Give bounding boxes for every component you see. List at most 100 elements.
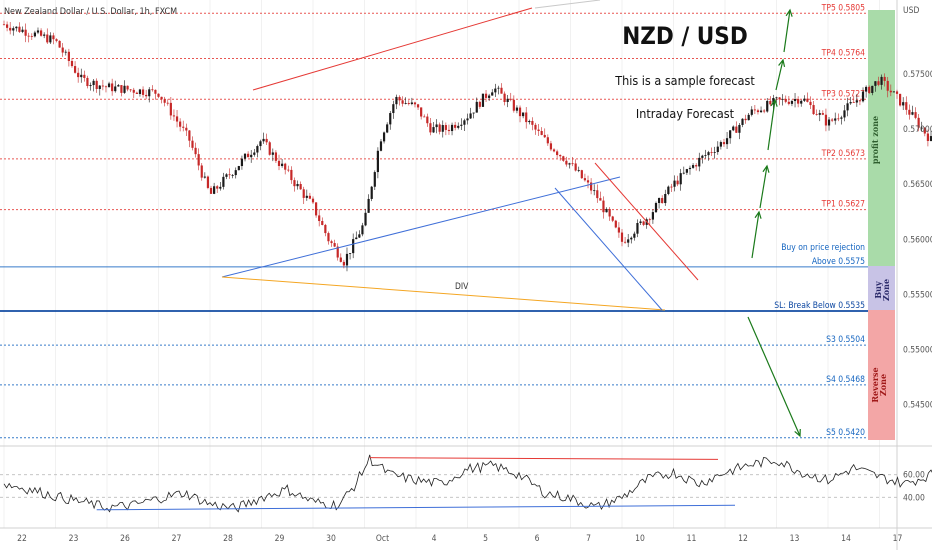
candle-body bbox=[352, 239, 355, 254]
candle-body bbox=[488, 95, 491, 98]
candle-body bbox=[64, 51, 67, 53]
candle-body bbox=[602, 200, 605, 213]
candle-body bbox=[871, 85, 874, 93]
candle-body bbox=[203, 176, 206, 178]
candle-body bbox=[797, 98, 800, 104]
candle-body bbox=[908, 109, 911, 115]
time-tick-label: 7 bbox=[586, 534, 591, 544]
candle-body bbox=[413, 102, 417, 105]
candle-body bbox=[824, 114, 828, 126]
candle-body bbox=[24, 29, 27, 36]
candle-body bbox=[747, 114, 750, 121]
candle-body bbox=[667, 186, 670, 195]
candle-body bbox=[277, 160, 281, 166]
candle-body bbox=[670, 186, 673, 188]
candle-body bbox=[664, 194, 667, 204]
candle-body bbox=[268, 142, 271, 155]
candle-body bbox=[157, 93, 160, 97]
candle-body bbox=[769, 100, 772, 105]
candle-body bbox=[469, 113, 472, 119]
candle-body bbox=[608, 208, 611, 217]
candle-body bbox=[154, 89, 157, 94]
candle-body bbox=[929, 136, 932, 141]
candle-body bbox=[5, 24, 9, 28]
candle-body bbox=[889, 90, 892, 93]
candle-body bbox=[772, 97, 775, 105]
candle-body bbox=[206, 176, 210, 188]
candle-body bbox=[262, 138, 265, 142]
level-label: TP3 0.5727 bbox=[821, 89, 865, 99]
candle-body bbox=[447, 129, 451, 132]
candle-body bbox=[679, 173, 682, 185]
rsi-panel: 60.00 40.00 bbox=[0, 454, 932, 513]
candle-body bbox=[691, 165, 695, 168]
candle-body bbox=[753, 109, 756, 111]
candle-body bbox=[373, 172, 376, 187]
candle-body bbox=[806, 98, 809, 102]
candle-body bbox=[673, 180, 676, 187]
level-label: Buy on price rejection bbox=[781, 243, 865, 253]
candle-body bbox=[61, 47, 64, 53]
candle-body bbox=[336, 246, 339, 258]
level-label: S4 0.5468 bbox=[826, 375, 865, 385]
candle-body bbox=[892, 91, 896, 93]
time-tick-label: 29 bbox=[275, 534, 285, 544]
candle-body bbox=[43, 34, 46, 36]
candle-body bbox=[370, 186, 373, 199]
time-tick-label: 6 bbox=[535, 534, 540, 544]
time-tick-label: 12 bbox=[738, 534, 748, 544]
candle-body bbox=[484, 93, 488, 98]
time-tick-label: 5 bbox=[483, 534, 488, 544]
candle-body bbox=[367, 198, 370, 213]
candle-body bbox=[512, 99, 515, 111]
candle-body bbox=[503, 93, 506, 103]
candle-body bbox=[738, 124, 741, 133]
candle-body bbox=[704, 155, 707, 156]
forecast-arrow-head bbox=[754, 210, 762, 219]
candle-body bbox=[750, 109, 753, 115]
candle-body bbox=[179, 121, 182, 127]
candle-body bbox=[324, 224, 327, 234]
resistance-trendline bbox=[252, 7, 533, 91]
candle-body bbox=[219, 186, 222, 189]
candle-body bbox=[620, 232, 624, 242]
candle-body bbox=[401, 100, 404, 104]
candle-body bbox=[784, 98, 787, 102]
price-tick-label: 0.55500 bbox=[903, 290, 932, 300]
candle-body bbox=[27, 35, 30, 37]
candle-body bbox=[330, 241, 333, 244]
candle-body bbox=[661, 198, 664, 204]
axes: USD 0.57500 0.57000 0.56500 0.56000 0.55500 0.… bbox=[17, 6, 932, 544]
candle-body bbox=[515, 107, 519, 111]
candle-body bbox=[546, 137, 549, 144]
candle-body bbox=[21, 29, 24, 32]
candle-body bbox=[466, 118, 469, 121]
candle-body bbox=[293, 180, 296, 187]
candle-body bbox=[321, 221, 324, 225]
candle-body bbox=[426, 116, 429, 124]
candle-body bbox=[398, 96, 401, 101]
candle-body bbox=[793, 98, 797, 102]
candle-body bbox=[729, 130, 732, 139]
candle-body bbox=[923, 127, 926, 134]
level-label: SL: Break Below 0.5535 bbox=[774, 301, 865, 311]
candle-body bbox=[441, 125, 444, 132]
candle-body bbox=[831, 119, 834, 121]
candle-body bbox=[435, 124, 438, 128]
candle-body bbox=[787, 101, 790, 104]
candle-body bbox=[809, 101, 812, 106]
candle-body bbox=[73, 66, 77, 73]
candle-body bbox=[549, 143, 553, 150]
level-label: TP2 0.5673 bbox=[821, 149, 865, 159]
zones-layer: profit zone Buy Zone Reverse Zone bbox=[868, 10, 895, 440]
forecast-arrow-head bbox=[785, 8, 793, 17]
rsi-line bbox=[3, 454, 932, 513]
candle-body bbox=[633, 233, 636, 238]
candle-body bbox=[775, 97, 778, 99]
candle-body bbox=[500, 87, 503, 94]
candle-body bbox=[92, 80, 95, 86]
candle-body bbox=[70, 60, 74, 67]
candle-body bbox=[287, 169, 290, 171]
candle-body bbox=[104, 86, 108, 88]
